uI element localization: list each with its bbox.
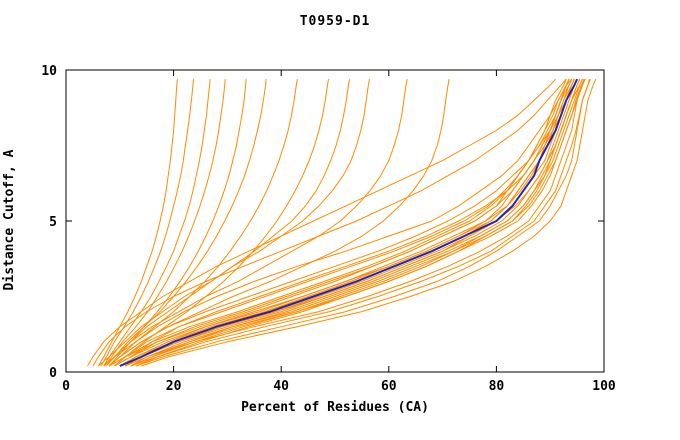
y-tick-label: 5 xyxy=(49,215,57,230)
prediction-curve xyxy=(87,78,556,367)
prediction-curve xyxy=(92,78,567,367)
prediction-curve xyxy=(108,78,575,367)
prediction-curve xyxy=(108,79,450,367)
prediction-curve xyxy=(103,79,226,367)
y-tick-label: 10 xyxy=(41,64,57,79)
prediction-curve xyxy=(105,79,267,367)
prediction-curve xyxy=(103,78,573,367)
prediction-curve xyxy=(114,79,329,367)
x-tick-label: 0 xyxy=(62,379,70,394)
plot-title: T0959-D1 xyxy=(299,14,371,29)
highlighted-curve xyxy=(119,78,579,367)
prediction-curve xyxy=(103,79,350,367)
prediction-curve xyxy=(108,79,247,367)
prediction-curve xyxy=(97,79,178,367)
x-axis-label: Percent of Residues (CA) xyxy=(241,400,429,415)
x-tick-label: 100 xyxy=(592,379,616,394)
prediction-curve xyxy=(114,78,573,367)
x-tick-label: 40 xyxy=(273,379,289,394)
prediction-curve xyxy=(130,78,583,367)
y-axis-label: Distance Cutoff, A xyxy=(2,149,17,291)
x-tick-label: 20 xyxy=(166,379,182,394)
prediction-curve xyxy=(119,78,573,367)
prediction-curve xyxy=(114,78,570,367)
x-tick-label: 60 xyxy=(381,379,397,394)
prediction-curve xyxy=(135,78,591,367)
prediction-curve xyxy=(108,78,570,367)
prediction-curve xyxy=(130,78,585,367)
prediction-curve xyxy=(141,78,597,367)
prediction-curve xyxy=(114,78,570,367)
prediction-curve xyxy=(135,78,590,367)
prediction-curve xyxy=(103,79,211,367)
y-tick-label: 0 xyxy=(49,366,57,381)
prediction-curve xyxy=(125,78,586,367)
prediction-curve xyxy=(108,79,298,367)
x-tick-label: 80 xyxy=(489,379,505,394)
prediction-curve xyxy=(125,78,581,367)
prediction-curve xyxy=(130,78,586,367)
